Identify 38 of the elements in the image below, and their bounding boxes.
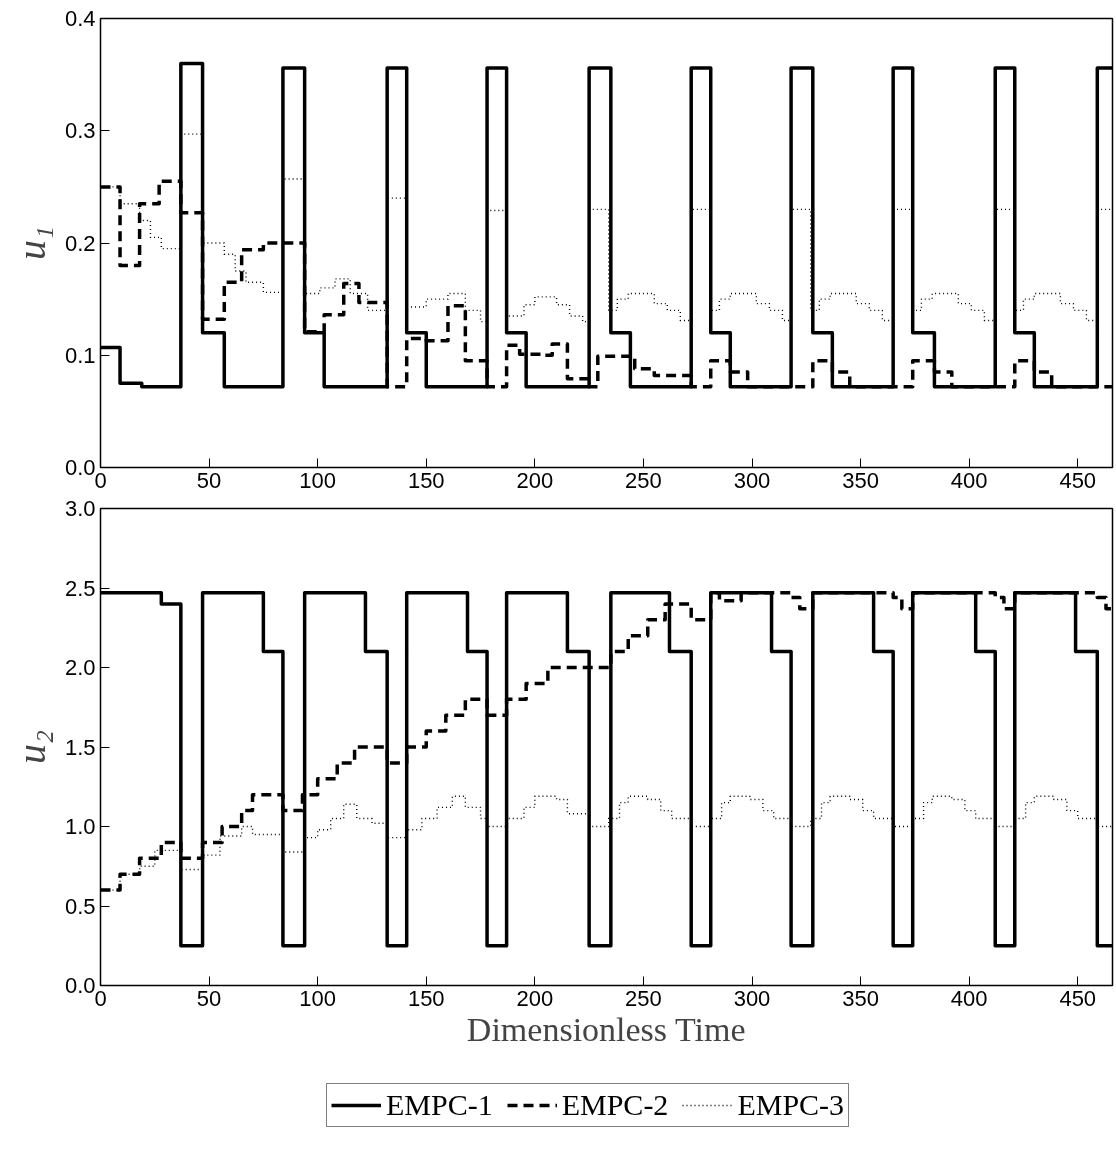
y-tick-label: 0.1 <box>64 342 96 368</box>
y-tick-label: 2.0 <box>64 655 96 680</box>
x-tick-label: 150 <box>407 985 445 1011</box>
legend-label: EMPC-3 <box>737 1088 845 1122</box>
y-tick-label: 3.0 <box>64 496 96 521</box>
x-tick-label: 450 <box>1059 467 1097 493</box>
y-tick-label: 0.2 <box>64 230 96 256</box>
y-tick-label: 1.5 <box>64 734 96 760</box>
x-tick-label: 350 <box>842 985 879 1011</box>
x-tick-label: 200 <box>516 985 554 1011</box>
y-tick-label: 0.0 <box>64 973 96 998</box>
x-tick-label: 100 <box>299 985 337 1011</box>
y-tick-label: 2.5 <box>64 575 96 601</box>
y-axis-title: u₂ <box>8 730 54 764</box>
y-tick-label: 0.3 <box>64 118 96 144</box>
y-axis-title: u₁ <box>8 226 54 260</box>
y-tick-label: 0.4 <box>64 6 96 31</box>
x-tick-label: 50 <box>196 467 222 493</box>
x-tick-label: 400 <box>950 467 988 493</box>
legend-label: EMPC-1 <box>386 1088 493 1122</box>
y-tick-label: 1.0 <box>64 814 96 839</box>
legend-label: EMPC-2 <box>561 1088 669 1122</box>
x-tick-label: 50 <box>196 985 222 1011</box>
x-tick-label: 450 <box>1059 985 1097 1011</box>
y-tick-label: 0.0 <box>64 455 96 480</box>
x-axis-title: Dimensionless Time <box>466 1010 746 1048</box>
x-tick-label: 100 <box>299 467 337 493</box>
x-tick-label: 200 <box>516 467 554 493</box>
y-tick-label: 0.5 <box>64 893 96 919</box>
x-tick-label: 300 <box>733 467 771 493</box>
x-tick-label: 250 <box>625 467 662 493</box>
x-tick-label: 250 <box>625 985 662 1011</box>
x-tick-label: 400 <box>950 985 988 1011</box>
x-tick-label: 350 <box>842 467 879 493</box>
x-tick-label: 0 <box>94 985 107 1011</box>
x-tick-label: 0 <box>94 467 107 493</box>
x-tick-label: 150 <box>407 467 445 493</box>
x-tick-label: 300 <box>733 985 771 1011</box>
